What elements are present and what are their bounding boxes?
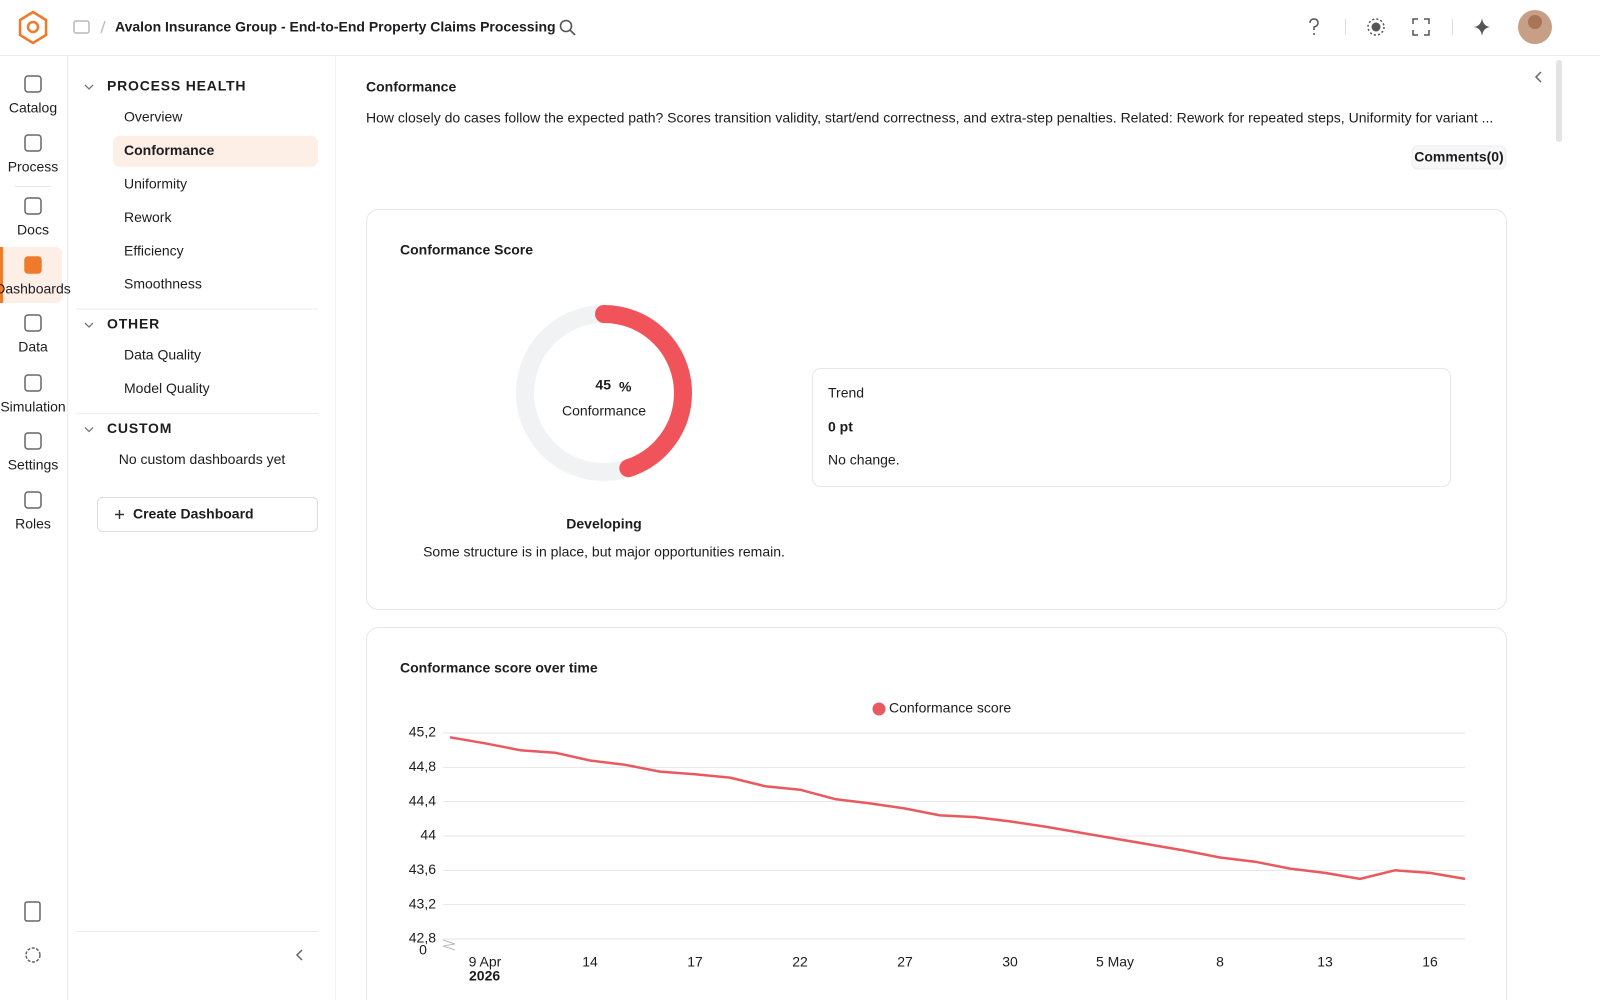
- nav-icon[interactable]: [24, 256, 42, 274]
- sidebar-item[interactable]: Conformance: [124, 142, 214, 158]
- create-dashboard-button[interactable]: [97, 497, 318, 532]
- y-tick-label: 44: [420, 827, 436, 843]
- legend-marker[interactable]: [872, 702, 886, 716]
- nav-active-bar: [0, 247, 3, 303]
- nav-label[interactable]: Data: [18, 339, 48, 355]
- collapse-sidebar[interactable]: [295, 949, 303, 961]
- nav-icon[interactable]: [24, 197, 42, 215]
- sidebar-item[interactable]: Rework: [124, 209, 172, 225]
- series-line: [449, 736, 1466, 881]
- fullscreen-icon[interactable]: [1412, 18, 1430, 36]
- x-tick-label: 30: [1002, 954, 1018, 970]
- plus-icon: [115, 510, 124, 519]
- nav-icon[interactable]: [24, 134, 42, 152]
- y-tick-label: 43,2: [409, 895, 436, 911]
- nav-label[interactable]: Docs: [17, 222, 49, 238]
- sidebar-item[interactable]: Model Quality: [124, 380, 210, 396]
- sidebar-item[interactable]: Data Quality: [124, 347, 201, 363]
- section-title: OTHER: [107, 316, 160, 332]
- trend-text: No change.: [828, 452, 900, 468]
- y-tick-label: 44,4: [409, 792, 436, 808]
- logo[interactable]: [18, 10, 48, 45]
- x-tick-label: 9 Apr: [469, 954, 502, 970]
- sidebar-item[interactable]: Efficiency: [124, 242, 184, 258]
- nav-label[interactable]: Dashboards: [0, 281, 71, 297]
- ai-icon[interactable]: [1474, 18, 1490, 36]
- chart-title: Conformance score over time: [400, 660, 598, 676]
- sidebar-item[interactable]: Smoothness: [124, 276, 202, 292]
- nav-label[interactable]: Roles: [15, 516, 51, 532]
- y-tick-label: 45,2: [409, 724, 436, 740]
- x-tick-label: 8: [1216, 954, 1224, 970]
- section-chevron[interactable]: [84, 322, 94, 328]
- logo-shape: [18, 10, 48, 45]
- card-title: Conformance Score: [400, 242, 533, 258]
- legend-label[interactable]: Conformance score: [889, 700, 1011, 716]
- section-title: PROCESS HEALTH: [107, 78, 246, 94]
- gauge-label: Conformance: [562, 403, 646, 419]
- bookmark-icon[interactable]: [24, 901, 41, 922]
- help-icon[interactable]: [1309, 18, 1319, 35]
- search-icon[interactable]: [559, 19, 576, 36]
- axis-break: [442, 939, 456, 951]
- collapse-panel[interactable]: [1534, 71, 1542, 83]
- create-dashboard-label: Create Dashboard: [133, 506, 254, 522]
- nav-icon[interactable]: [24, 432, 42, 450]
- trend-value: 0 pt: [828, 419, 853, 435]
- nav-label[interactable]: Process: [8, 159, 59, 175]
- x-tick-label: 27: [897, 954, 913, 970]
- x-tick-label: 22: [792, 954, 808, 970]
- section-chevron[interactable]: [84, 84, 94, 90]
- breadcrumb-separator: [100, 20, 106, 34]
- gauge-value: 45: [595, 377, 611, 393]
- trend-title: Trend: [828, 385, 864, 401]
- nav-icon[interactable]: [24, 75, 42, 93]
- avatar-face: [1528, 15, 1542, 29]
- x-tick-label: 13: [1317, 954, 1333, 970]
- page-title: Conformance: [366, 79, 456, 95]
- sidebar-active-bg: [113, 135, 318, 167]
- breadcrumb-title: Avalon Insurance Group - End-to-End Prop…: [115, 19, 556, 35]
- y-tick-label: 42,8: [409, 930, 436, 946]
- theme-icon[interactable]: [1367, 18, 1385, 36]
- comments-button[interactable]: [1411, 145, 1507, 170]
- nav-icon[interactable]: [24, 314, 42, 332]
- x-tick-label: 14: [582, 954, 598, 970]
- x-tick-label: 17: [687, 954, 703, 970]
- x-year-label: 2026: [469, 968, 500, 984]
- gauge-arc: [516, 305, 692, 481]
- nav-icon[interactable]: [24, 491, 42, 509]
- comments-label: Comments(0): [1414, 149, 1503, 165]
- nav-label[interactable]: Settings: [8, 457, 59, 473]
- folder-icon[interactable]: [73, 20, 90, 34]
- sidebar-item[interactable]: Uniformity: [124, 176, 187, 192]
- nav-label[interactable]: Simulation: [0, 399, 65, 415]
- gauge-unit: %: [619, 379, 632, 395]
- rating-text: Some structure is in place, but major op…: [423, 544, 785, 560]
- nav-label[interactable]: Catalog: [9, 100, 57, 116]
- sidebar-empty: No custom dashboards yet: [119, 451, 286, 467]
- page-description: How closely do cases follow the expected…: [366, 110, 1493, 126]
- settings-icon[interactable]: [25, 947, 41, 963]
- rating: Developing: [566, 516, 641, 532]
- section-chevron[interactable]: [84, 426, 94, 433]
- x-tick-label: 16: [1422, 954, 1438, 970]
- y-tick-label: 0: [419, 942, 427, 958]
- y-tick-label: 43,6: [409, 861, 436, 877]
- sidebar-item[interactable]: Overview: [124, 109, 183, 125]
- section-title: CUSTOM: [107, 420, 172, 436]
- scrollbar: [1556, 60, 1562, 142]
- x-tick-label: 5 May: [1096, 954, 1134, 970]
- nav-active-bg: [0, 247, 62, 303]
- y-tick-label: 44,8: [409, 758, 436, 774]
- trend-card: [812, 368, 1451, 487]
- nav-icon[interactable]: [24, 374, 42, 392]
- logo-core: [26, 20, 40, 34]
